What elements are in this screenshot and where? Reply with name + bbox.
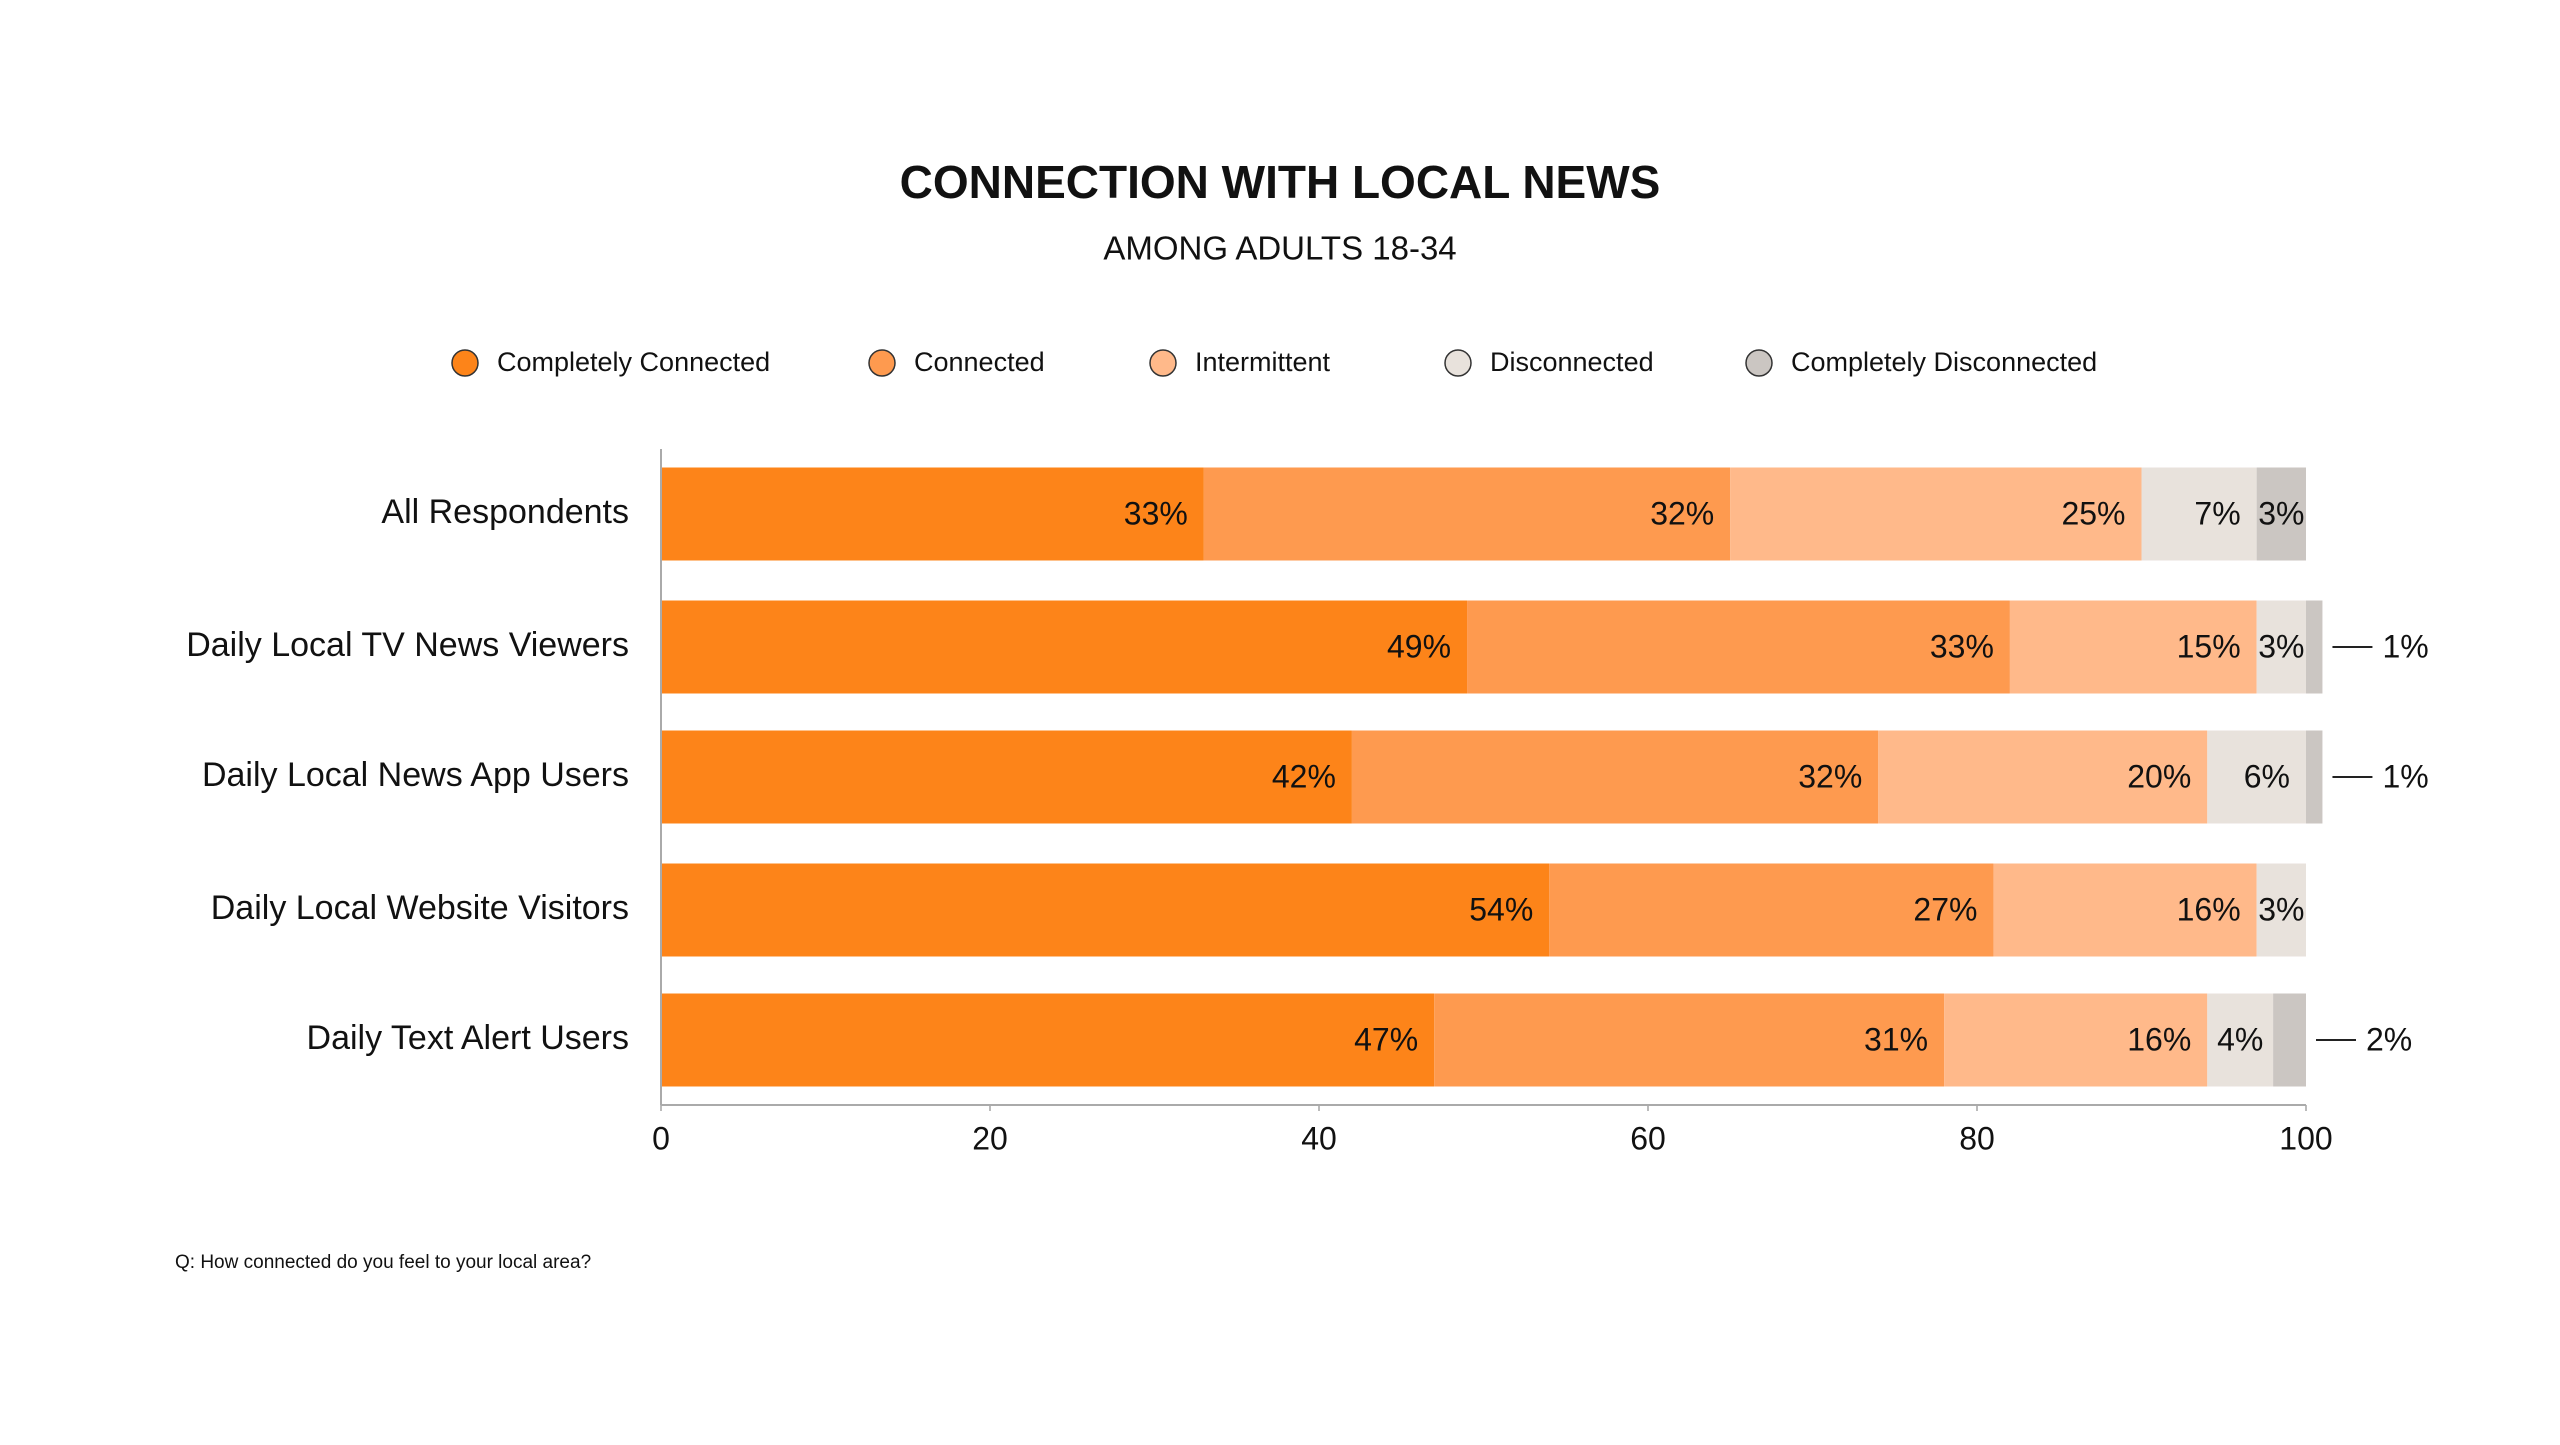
value-label: 7% [2194, 495, 2240, 531]
value-label: 25% [2061, 495, 2125, 531]
bar-segment [1351, 730, 1879, 824]
value-label: 2% [2366, 1021, 2412, 1057]
value-label: 6% [2244, 758, 2290, 794]
y-tick-label: Daily Local News App Users [202, 756, 629, 794]
bar-segment [661, 600, 1468, 694]
value-label: 42% [1272, 758, 1336, 794]
y-tick-label: Daily Text Alert Users [307, 1019, 629, 1057]
legend-label: Disconnected [1490, 347, 1654, 377]
bar-segment [1993, 863, 2257, 957]
value-label: 1% [2382, 628, 2428, 664]
value-label: 15% [2177, 628, 2241, 664]
bar-segment [2256, 600, 2306, 694]
legend-swatch [1149, 349, 1177, 377]
legend-swatch [1745, 349, 1773, 377]
bar-segment [2256, 467, 2306, 561]
value-label: 33% [1124, 495, 1188, 531]
legend-label: Completely Connected [497, 347, 770, 377]
bar-segment [661, 730, 1352, 824]
legend-swatch [451, 349, 479, 377]
bar-segment [2141, 467, 2257, 561]
bar-segment [1467, 600, 2010, 694]
value-label: 33% [1930, 628, 1994, 664]
x-tick-label: 80 [1959, 1120, 1995, 1156]
value-label: 27% [1913, 891, 1977, 927]
x-tick-label: 0 [652, 1120, 670, 1156]
x-tick-label: 40 [1301, 1120, 1337, 1156]
bar-segment [2207, 730, 2306, 824]
x-tick-label: 100 [2279, 1120, 2332, 1156]
bar-segment [661, 467, 1204, 561]
value-label: 1% [2382, 758, 2428, 794]
x-tick-label: 60 [1630, 1120, 1666, 1156]
bar-segment [1730, 467, 2142, 561]
chart-title: CONNECTION WITH LOCAL NEWS [900, 156, 1661, 208]
bar-segment [2009, 600, 2257, 694]
value-label: 49% [1387, 628, 1451, 664]
bar-segment [661, 993, 1435, 1087]
y-tick-label: All Respondents [381, 493, 629, 531]
value-label: 16% [2127, 1021, 2191, 1057]
bar-segment [2306, 600, 2323, 694]
value-label: 47% [1354, 1021, 1418, 1057]
value-label: 16% [2177, 891, 2241, 927]
value-label: 3% [2258, 891, 2304, 927]
value-label: 3% [2258, 495, 2304, 531]
bar-segment [2256, 863, 2306, 957]
bar-segment [661, 863, 1550, 957]
bar-segment [2273, 993, 2306, 1087]
bar-segment [1549, 863, 1994, 957]
value-label: 4% [2217, 1021, 2263, 1057]
legend-label: Connected [914, 347, 1045, 377]
value-label: 20% [2127, 758, 2191, 794]
bar-segment [2207, 993, 2274, 1087]
legend-swatch [1444, 349, 1472, 377]
y-tick-label: Daily Local Website Visitors [211, 889, 629, 927]
value-label: 54% [1469, 891, 1533, 927]
legend-label: Completely Disconnected [1791, 347, 2097, 377]
legend-label: Intermittent [1195, 347, 1331, 377]
chart-subtitle: AMONG ADULTS 18-34 [1103, 230, 1456, 267]
legend-swatch [868, 349, 896, 377]
bar-segment [1878, 730, 2208, 824]
x-tick-label: 20 [972, 1120, 1008, 1156]
value-label: 32% [1650, 495, 1714, 531]
value-label: 32% [1798, 758, 1862, 794]
footnote: Q: How connected do you feel to your loc… [175, 1252, 591, 1273]
value-label: 3% [2258, 628, 2304, 664]
bar-segment [1944, 993, 2208, 1087]
bar-segment [2306, 730, 2323, 824]
value-label: 31% [1864, 1021, 1928, 1057]
y-tick-label: Daily Local TV News Viewers [186, 626, 629, 664]
bar-segment [1434, 993, 1945, 1087]
bar-segment [1203, 467, 1731, 561]
